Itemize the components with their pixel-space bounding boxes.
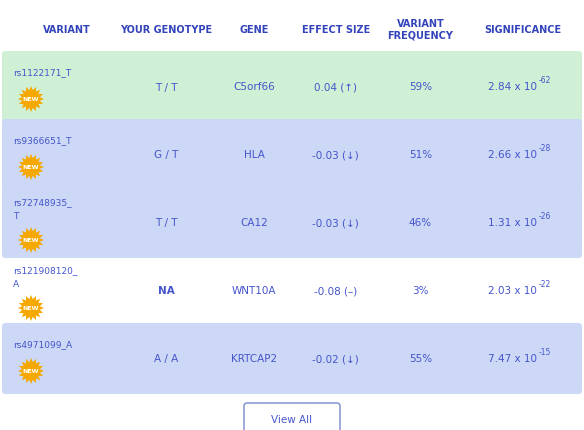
Text: CA12: CA12 xyxy=(240,218,268,228)
Text: NEW: NEW xyxy=(23,165,39,170)
Polygon shape xyxy=(18,227,44,253)
Text: A: A xyxy=(13,280,19,289)
Text: 2.66 x 10: 2.66 x 10 xyxy=(488,150,537,160)
FancyBboxPatch shape xyxy=(2,52,582,123)
Text: rs1122171_T: rs1122171_T xyxy=(13,68,71,77)
Text: -15: -15 xyxy=(538,347,551,356)
Text: NA: NA xyxy=(158,286,175,296)
Text: 0.04 (↑): 0.04 (↑) xyxy=(314,82,357,92)
Text: -0.03 (↓): -0.03 (↓) xyxy=(312,150,359,160)
FancyBboxPatch shape xyxy=(2,187,582,258)
Polygon shape xyxy=(18,358,44,384)
Text: NEW: NEW xyxy=(23,306,39,311)
Text: T: T xyxy=(13,212,18,221)
FancyBboxPatch shape xyxy=(244,403,340,430)
FancyBboxPatch shape xyxy=(2,120,582,190)
Text: 51%: 51% xyxy=(409,150,432,160)
Text: GENE: GENE xyxy=(239,25,269,35)
Text: -0.02 (↓): -0.02 (↓) xyxy=(312,354,359,364)
Text: A / A: A / A xyxy=(154,354,179,364)
Text: rs121908120_: rs121908120_ xyxy=(13,266,77,275)
Text: T / T: T / T xyxy=(155,82,178,92)
Text: 1.31 x 10: 1.31 x 10 xyxy=(488,218,537,228)
Text: 3%: 3% xyxy=(412,286,429,296)
Text: -62: -62 xyxy=(538,76,551,85)
Text: 2.84 x 10: 2.84 x 10 xyxy=(488,82,537,92)
Text: C5orf66: C5orf66 xyxy=(233,82,275,92)
Text: VARIANT
FREQUENCY: VARIANT FREQUENCY xyxy=(388,19,453,41)
Text: View All: View All xyxy=(272,414,312,424)
Text: rs9366651_T: rs9366651_T xyxy=(13,136,71,145)
Text: rs4971099_A: rs4971099_A xyxy=(13,340,72,349)
Text: -22: -22 xyxy=(538,280,551,289)
FancyBboxPatch shape xyxy=(2,323,582,394)
Text: VARIANT: VARIANT xyxy=(43,25,91,35)
Polygon shape xyxy=(18,87,44,113)
Text: 2.03 x 10: 2.03 x 10 xyxy=(488,286,537,296)
Text: -0.08 (–): -0.08 (–) xyxy=(314,286,357,296)
Text: T / T: T / T xyxy=(155,218,178,228)
Text: KRTCAP2: KRTCAP2 xyxy=(231,354,277,364)
Text: NEW: NEW xyxy=(23,369,39,374)
Text: -0.03 (↓): -0.03 (↓) xyxy=(312,218,359,228)
Text: 55%: 55% xyxy=(409,354,432,364)
Text: SIGNIFICANCE: SIGNIFICANCE xyxy=(484,25,561,35)
Text: rs72748935_: rs72748935_ xyxy=(13,198,72,207)
Text: G / T: G / T xyxy=(154,150,179,160)
Text: -26: -26 xyxy=(538,212,551,221)
Text: NEW: NEW xyxy=(23,97,39,102)
Text: 59%: 59% xyxy=(409,82,432,92)
Text: YOUR GENOTYPE: YOUR GENOTYPE xyxy=(120,25,213,35)
Text: WNT10A: WNT10A xyxy=(232,286,276,296)
Text: 46%: 46% xyxy=(409,218,432,228)
Text: EFFECT SIZE: EFFECT SIZE xyxy=(302,25,370,35)
Polygon shape xyxy=(18,295,44,321)
Text: -28: -28 xyxy=(538,144,551,153)
Text: 7.47 x 10: 7.47 x 10 xyxy=(488,354,537,364)
Text: HLA: HLA xyxy=(244,150,265,160)
Polygon shape xyxy=(18,155,44,181)
Text: NEW: NEW xyxy=(23,238,39,243)
